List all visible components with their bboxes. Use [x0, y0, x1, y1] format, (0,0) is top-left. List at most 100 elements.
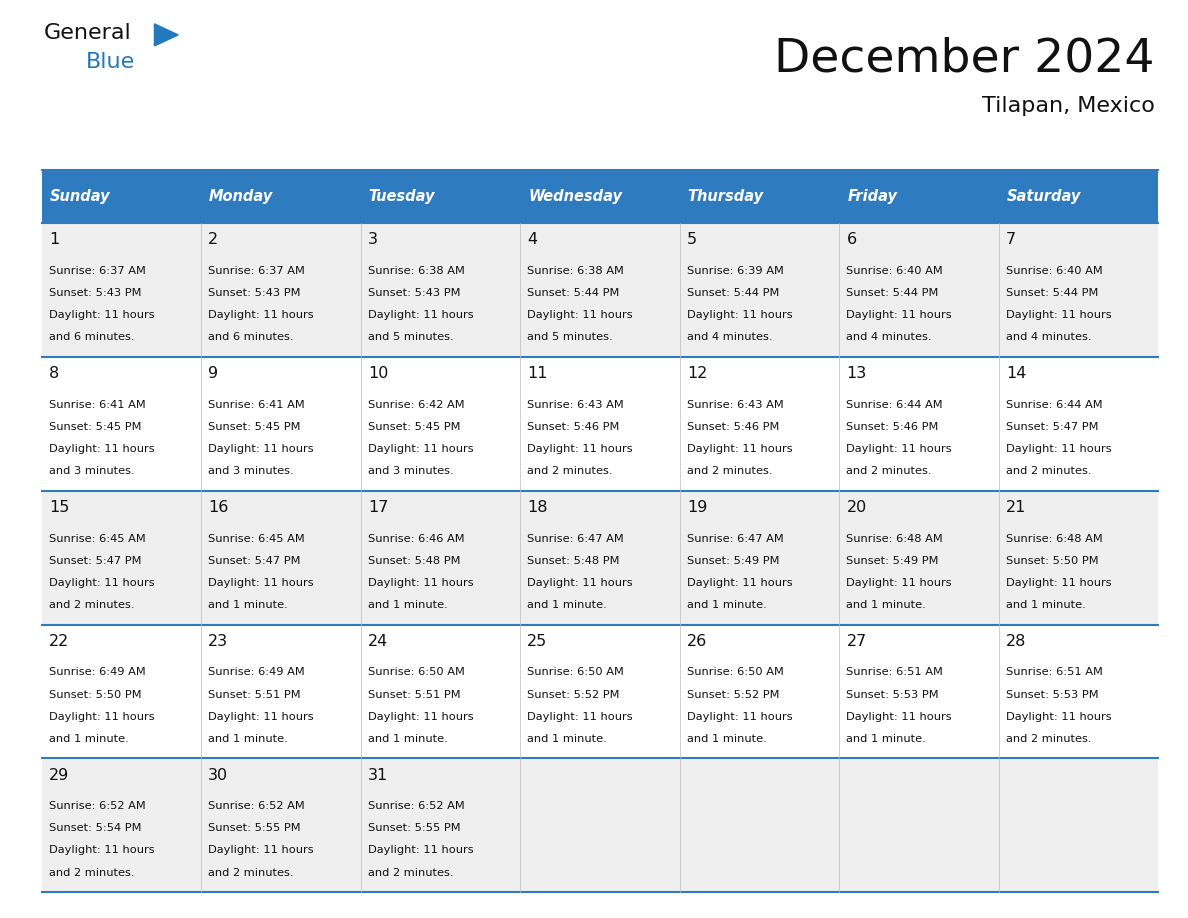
Bar: [201, 758, 361, 892]
Text: Daylight: 11 hours: Daylight: 11 hours: [527, 577, 633, 588]
Text: Sunset: 5:44 PM: Sunset: 5:44 PM: [1006, 288, 1099, 298]
Text: Sunset: 5:46 PM: Sunset: 5:46 PM: [846, 422, 939, 431]
Text: 12: 12: [687, 366, 707, 381]
Text: Sunrise: 6:44 AM: Sunrise: 6:44 AM: [846, 399, 943, 409]
Text: Sunset: 5:43 PM: Sunset: 5:43 PM: [208, 288, 301, 298]
Bar: [361, 624, 520, 758]
Text: 14: 14: [1006, 366, 1026, 381]
Text: and 2 minutes.: and 2 minutes.: [1006, 466, 1092, 476]
Text: Sunday: Sunday: [50, 189, 110, 204]
Text: and 1 minute.: and 1 minute.: [687, 733, 766, 744]
Text: Daylight: 11 hours: Daylight: 11 hours: [208, 444, 314, 453]
Text: Sunrise: 6:49 AM: Sunrise: 6:49 AM: [208, 667, 305, 677]
Text: and 3 minutes.: and 3 minutes.: [368, 466, 454, 476]
Text: Sunrise: 6:48 AM: Sunrise: 6:48 AM: [1006, 533, 1102, 543]
Text: and 2 minutes.: and 2 minutes.: [846, 466, 931, 476]
Bar: [680, 758, 839, 892]
Text: Sunrise: 6:43 AM: Sunrise: 6:43 AM: [687, 399, 784, 409]
Text: Sunrise: 6:49 AM: Sunrise: 6:49 AM: [49, 667, 145, 677]
Bar: [42, 170, 201, 223]
Text: and 2 minutes.: and 2 minutes.: [687, 466, 772, 476]
Text: and 2 minutes.: and 2 minutes.: [527, 466, 613, 476]
Text: 11: 11: [527, 366, 548, 381]
Text: Daylight: 11 hours: Daylight: 11 hours: [49, 577, 154, 588]
Bar: [361, 170, 520, 223]
Text: and 1 minute.: and 1 minute.: [208, 733, 287, 744]
Text: and 2 minutes.: and 2 minutes.: [49, 868, 134, 878]
Text: Sunrise: 6:37 AM: Sunrise: 6:37 AM: [208, 266, 305, 276]
Text: 25: 25: [527, 634, 548, 649]
Text: and 2 minutes.: and 2 minutes.: [368, 868, 454, 878]
Text: Daylight: 11 hours: Daylight: 11 hours: [1006, 444, 1112, 453]
Text: and 4 minutes.: and 4 minutes.: [687, 332, 772, 342]
Text: Sunset: 5:43 PM: Sunset: 5:43 PM: [49, 288, 141, 298]
Text: Blue: Blue: [86, 52, 134, 73]
Text: Sunset: 5:50 PM: Sunset: 5:50 PM: [1006, 555, 1099, 565]
Text: Daylight: 11 hours: Daylight: 11 hours: [49, 310, 154, 320]
Bar: [999, 758, 1158, 892]
Text: 15: 15: [49, 500, 69, 515]
Text: 30: 30: [208, 767, 228, 783]
Text: Sunset: 5:53 PM: Sunset: 5:53 PM: [846, 689, 939, 700]
Bar: [680, 223, 839, 357]
Bar: [520, 491, 680, 624]
Text: 13: 13: [846, 366, 867, 381]
Text: Daylight: 11 hours: Daylight: 11 hours: [368, 845, 474, 856]
Text: 1: 1: [49, 232, 59, 248]
Text: Daylight: 11 hours: Daylight: 11 hours: [208, 845, 314, 856]
Text: Daylight: 11 hours: Daylight: 11 hours: [208, 711, 314, 722]
Text: 17: 17: [368, 500, 388, 515]
Text: and 6 minutes.: and 6 minutes.: [49, 332, 134, 342]
Bar: [999, 223, 1158, 357]
Text: 20: 20: [846, 500, 867, 515]
Text: Sunset: 5:48 PM: Sunset: 5:48 PM: [527, 555, 620, 565]
Text: Sunset: 5:55 PM: Sunset: 5:55 PM: [368, 823, 461, 834]
Text: Daylight: 11 hours: Daylight: 11 hours: [49, 444, 154, 453]
Text: Daylight: 11 hours: Daylight: 11 hours: [687, 444, 792, 453]
Text: and 1 minute.: and 1 minute.: [208, 599, 287, 610]
Bar: [999, 624, 1158, 758]
Text: Daylight: 11 hours: Daylight: 11 hours: [368, 310, 474, 320]
Bar: [999, 170, 1158, 223]
Text: 31: 31: [368, 767, 388, 783]
Text: Sunrise: 6:45 AM: Sunrise: 6:45 AM: [208, 533, 305, 543]
Bar: [839, 624, 999, 758]
Text: Sunset: 5:52 PM: Sunset: 5:52 PM: [687, 689, 779, 700]
Bar: [361, 758, 520, 892]
Bar: [42, 357, 201, 491]
Bar: [999, 357, 1158, 491]
Text: Sunrise: 6:52 AM: Sunrise: 6:52 AM: [368, 801, 465, 812]
Text: Daylight: 11 hours: Daylight: 11 hours: [368, 711, 474, 722]
Text: Daylight: 11 hours: Daylight: 11 hours: [368, 444, 474, 453]
Bar: [201, 170, 361, 223]
Text: Sunset: 5:47 PM: Sunset: 5:47 PM: [49, 555, 141, 565]
Text: Sunset: 5:53 PM: Sunset: 5:53 PM: [1006, 689, 1099, 700]
Text: Tilapan, Mexico: Tilapan, Mexico: [981, 96, 1155, 117]
Text: and 4 minutes.: and 4 minutes.: [1006, 332, 1092, 342]
Text: 29: 29: [49, 767, 69, 783]
Text: Sunrise: 6:40 AM: Sunrise: 6:40 AM: [1006, 266, 1102, 276]
Text: Monday: Monday: [209, 189, 273, 204]
Text: Daylight: 11 hours: Daylight: 11 hours: [846, 310, 952, 320]
Text: Sunrise: 6:50 AM: Sunrise: 6:50 AM: [687, 667, 784, 677]
Text: Sunrise: 6:43 AM: Sunrise: 6:43 AM: [527, 399, 624, 409]
Text: and 1 minute.: and 1 minute.: [49, 733, 128, 744]
Text: Sunset: 5:50 PM: Sunset: 5:50 PM: [49, 689, 141, 700]
Text: and 6 minutes.: and 6 minutes.: [208, 332, 293, 342]
Text: 24: 24: [368, 634, 388, 649]
Text: Sunrise: 6:50 AM: Sunrise: 6:50 AM: [368, 667, 465, 677]
Text: Sunrise: 6:47 AM: Sunrise: 6:47 AM: [527, 533, 624, 543]
Bar: [520, 223, 680, 357]
Text: Sunset: 5:51 PM: Sunset: 5:51 PM: [368, 689, 461, 700]
Text: Sunrise: 6:42 AM: Sunrise: 6:42 AM: [368, 399, 465, 409]
Bar: [361, 491, 520, 624]
Bar: [839, 491, 999, 624]
Text: and 2 minutes.: and 2 minutes.: [1006, 733, 1092, 744]
Bar: [42, 758, 201, 892]
Bar: [839, 223, 999, 357]
Text: Daylight: 11 hours: Daylight: 11 hours: [1006, 577, 1112, 588]
Text: and 3 minutes.: and 3 minutes.: [208, 466, 293, 476]
Text: 4: 4: [527, 232, 537, 248]
Text: 16: 16: [208, 500, 228, 515]
Text: 26: 26: [687, 634, 707, 649]
